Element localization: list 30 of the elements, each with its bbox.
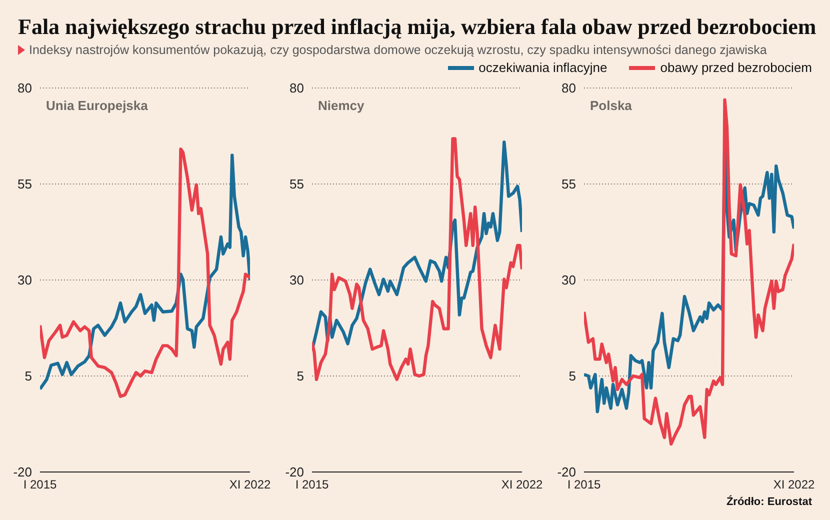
legend-label: obawy przed bezrobociem [660, 60, 812, 75]
y-tick-label: 5 [568, 368, 576, 384]
y-tick-label: -20 [557, 464, 576, 480]
legend-label: oczekiwania inflacyjne [478, 60, 608, 75]
y-tick-label: 55 [18, 176, 32, 192]
annotation: Niemcy [318, 98, 364, 113]
y-tick-label: -20 [285, 464, 304, 480]
y-tick-label: 5 [296, 368, 304, 384]
annotation: Polska [590, 98, 632, 113]
text: Indeksy nastrojów konsumentów pokazują, czy gospodarstwa domowe oczekują wzrostu, czy spadku intensywności danego zjawiska [29, 43, 767, 57]
y-tick-label: 5 [24, 368, 32, 384]
y-tick-label: 80 [290, 80, 304, 96]
x-tick-label: I 2015 [295, 478, 329, 492]
x-tick-label: I 2015 [567, 478, 601, 492]
text: Fala największego strachu przed inflacją mija, wzbiera fala obaw przed bezrobociem [18, 14, 816, 40]
y-tick-label: 55 [562, 176, 576, 192]
line-series [584, 98, 794, 446]
y-tick-label: 80 [18, 80, 32, 96]
x-tick-label: XI 2022 [773, 478, 816, 492]
annotation: Unia Europejska [46, 98, 148, 113]
y-tick-label: 80 [562, 80, 576, 96]
y-tick-label: -20 [13, 464, 32, 480]
y-tick-label: 30 [18, 272, 32, 288]
y-tick-label: 30 [290, 272, 304, 288]
x-tick-label: I 2015 [23, 478, 57, 492]
y-tick-label: 55 [290, 176, 304, 192]
x-tick-label: XI 2022 [229, 478, 272, 492]
text: Źródło: Eurostat [726, 496, 812, 508]
y-tick-label: 30 [562, 272, 576, 288]
x-tick-label: XI 2022 [501, 478, 544, 492]
